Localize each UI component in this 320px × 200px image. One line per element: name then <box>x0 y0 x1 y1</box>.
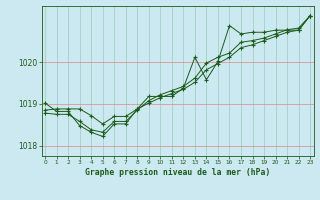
X-axis label: Graphe pression niveau de la mer (hPa): Graphe pression niveau de la mer (hPa) <box>85 168 270 177</box>
